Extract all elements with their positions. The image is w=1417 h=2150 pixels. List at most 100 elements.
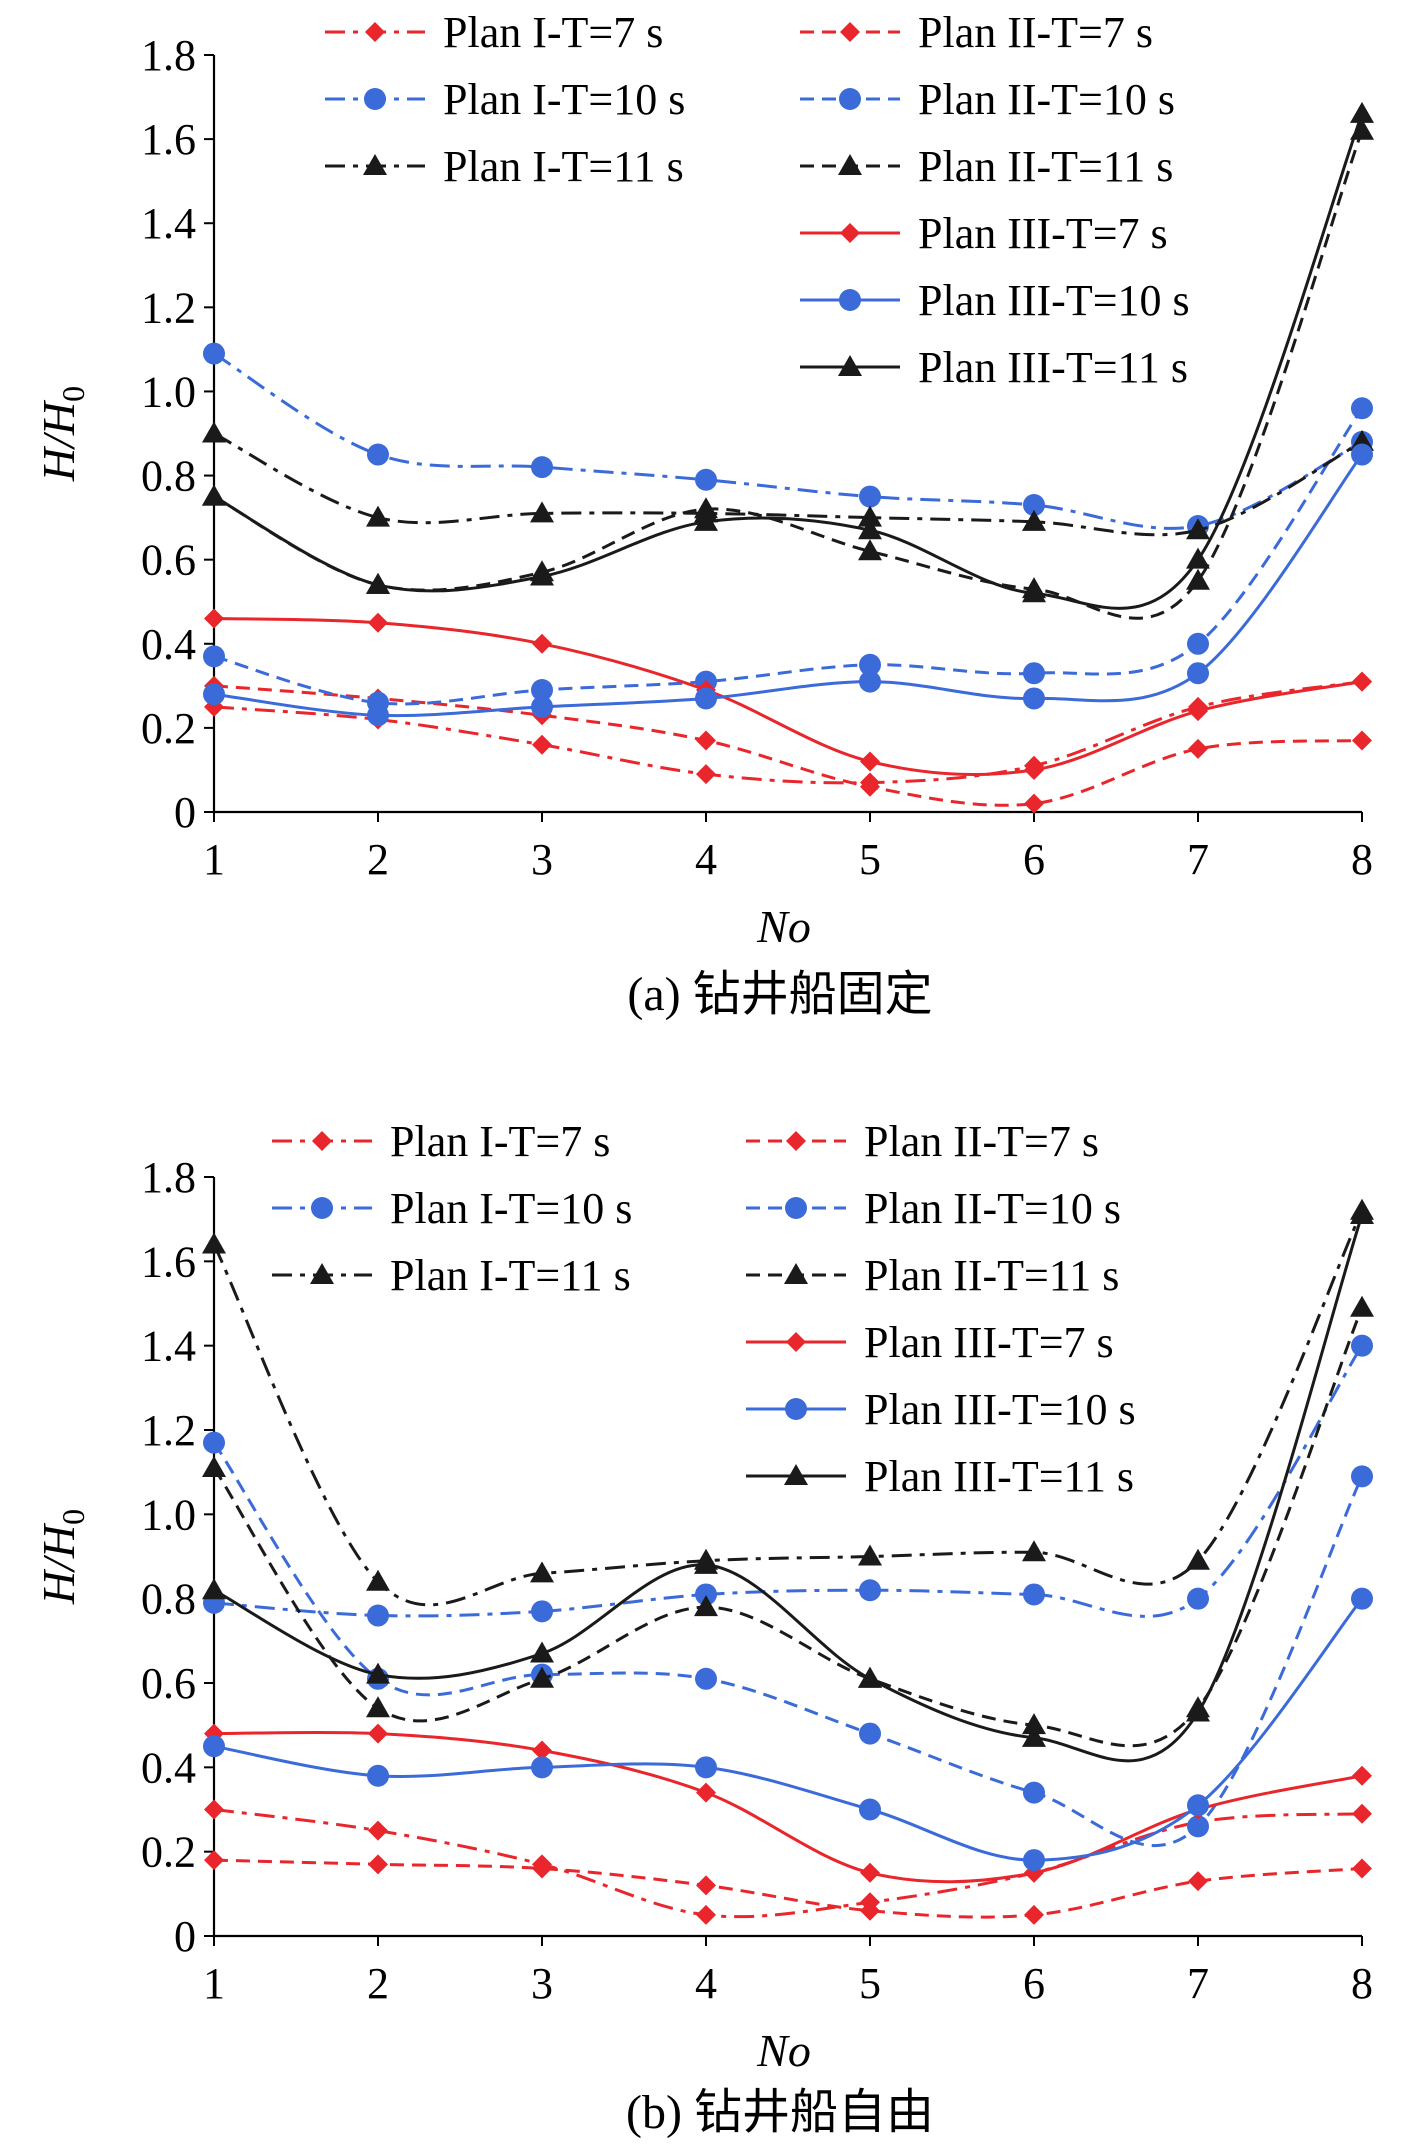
y-tick-label: 1.0 <box>141 367 196 416</box>
series-line <box>213 1214 1364 1763</box>
panel-caption: (a) 钻井船固定 <box>627 968 932 1021</box>
data-point <box>859 1579 881 1602</box>
y-tick-label: 1.4 <box>141 199 196 248</box>
legend-label: Plan III-T=10 s <box>864 1385 1136 1434</box>
data-point <box>1352 730 1372 751</box>
legend-entry: Plan III-T=10 s <box>746 1385 1136 1434</box>
x-tick-label: 2 <box>367 835 389 884</box>
data-point <box>859 653 881 676</box>
y-tick-label: 1.0 <box>141 1490 196 1539</box>
legend-marker <box>838 355 862 376</box>
data-point <box>695 1583 717 1606</box>
legend-marker <box>839 88 861 110</box>
legend-entry: Plan III-T=11 s <box>746 1452 1134 1501</box>
data-point <box>530 1561 554 1583</box>
chart-panel-1: 0 0.2 0.4 0.6 0.8 1.0 1.2 1.4 1.6 1.8 1 2 3 4 5 6 7 8 No H/… <box>33 8 1374 1021</box>
x-tick-label: 3 <box>531 1959 553 2008</box>
data-point <box>530 501 554 523</box>
legend-entry: Plan II-T=10 s <box>746 1184 1121 1233</box>
data-point <box>368 1723 388 1744</box>
data-point <box>694 497 718 519</box>
legend-marker <box>363 154 387 175</box>
panel-caption: (b) 钻井船自由 <box>626 2086 934 2139</box>
legend-label: Plan I-T=7 s <box>390 1117 610 1166</box>
data-point <box>368 1854 388 1875</box>
legend-entry: Plan II-T=7 s <box>800 8 1153 57</box>
x-tick-label: 4 <box>695 835 717 884</box>
data-point <box>203 342 225 365</box>
legend-entry: Plan I-T=11 s <box>325 142 684 191</box>
data-point <box>532 1740 552 1761</box>
data-point <box>203 683 225 706</box>
legend-label: Plan III-T=11 s <box>864 1452 1134 1501</box>
data-point <box>695 687 717 710</box>
legend-entry: Plan II-T=11 s <box>746 1251 1119 1300</box>
legend-entry: Plan I-T=11 s <box>272 1251 631 1300</box>
data-point <box>696 1875 716 1896</box>
legend-marker <box>784 1263 808 1284</box>
x-tick-label: 6 <box>1023 1959 1045 2008</box>
legend-marker <box>839 289 861 311</box>
data-point <box>1188 1871 1208 1892</box>
legend-marker <box>840 22 860 42</box>
data-point <box>859 485 881 508</box>
legend-marker <box>365 22 385 42</box>
data-point <box>366 572 390 594</box>
y-tick-label: 1.8 <box>141 31 196 80</box>
chart-panel-2: 0 0.2 0.4 0.6 0.8 1.0 1.2 1.4 1.6 1.8 1 2 3 4 5 6 7 8 No H/… <box>33 1117 1374 2139</box>
data-point <box>1024 793 1044 814</box>
data-point <box>202 1455 226 1477</box>
data-point <box>530 1666 554 1688</box>
y-tick-label: 0 <box>174 1912 196 1961</box>
legend-entry: Plan I-T=7 s <box>272 1117 610 1166</box>
x-tick-label: 5 <box>859 1959 881 2008</box>
series-line <box>213 1808 1363 1919</box>
data-point <box>202 1578 226 1600</box>
data-point <box>860 776 880 797</box>
y-tick-label: 1.6 <box>141 115 196 164</box>
data-point <box>1023 493 1045 516</box>
data-point <box>531 1600 553 1623</box>
y-tick-label: 0.8 <box>141 452 196 501</box>
data-point <box>858 518 882 540</box>
y-tick-label: 0.2 <box>141 704 196 753</box>
legend-label: Plan II-T=7 s <box>864 1117 1099 1166</box>
data-point <box>202 421 226 443</box>
data-point <box>858 1666 882 1688</box>
data-point <box>203 645 225 668</box>
series-plan-iii-t=10-s <box>203 1587 1373 1872</box>
data-point <box>694 1552 718 1574</box>
y-tick-label: 0.6 <box>141 1659 196 1708</box>
legend-marker <box>786 1131 806 1151</box>
data-point <box>1023 1849 1045 1872</box>
data-point <box>204 1799 224 1820</box>
data-point <box>1023 1583 1045 1606</box>
series-line <box>213 352 1363 530</box>
data-point <box>1023 687 1045 710</box>
legend-label: Plan III-T=10 s <box>918 276 1190 325</box>
data-point <box>203 1431 225 1454</box>
data-point <box>696 764 716 785</box>
data-point <box>1187 632 1209 655</box>
series-line <box>213 113 1364 610</box>
data-point <box>858 1544 882 1566</box>
legend-entry: Plan II-T=11 s <box>800 142 1173 191</box>
y-tick-label: 1.2 <box>141 1406 196 1455</box>
data-point <box>1022 509 1046 531</box>
legend-entry: Plan III-T=10 s <box>800 276 1190 325</box>
series-plan-iii-t=7-s <box>204 608 1372 780</box>
legend-label: Plan I-T=10 s <box>443 75 685 124</box>
legend-label: Plan II-T=10 s <box>918 75 1175 124</box>
data-point <box>366 1696 390 1718</box>
legend-label: Plan I-T=11 s <box>390 1251 631 1300</box>
x-tick-label: 5 <box>859 835 881 884</box>
series-plan-iii-t=11-s <box>202 1202 1374 1763</box>
legend-entry: Plan II-T=7 s <box>746 1117 1099 1166</box>
data-point <box>1351 1465 1373 1488</box>
series-line <box>213 680 1363 785</box>
data-point <box>1024 759 1044 780</box>
data-point <box>1352 1765 1372 1786</box>
series-line <box>213 1730 1363 1884</box>
y-tick-label: 1.2 <box>141 283 196 332</box>
data-point <box>1187 662 1209 685</box>
